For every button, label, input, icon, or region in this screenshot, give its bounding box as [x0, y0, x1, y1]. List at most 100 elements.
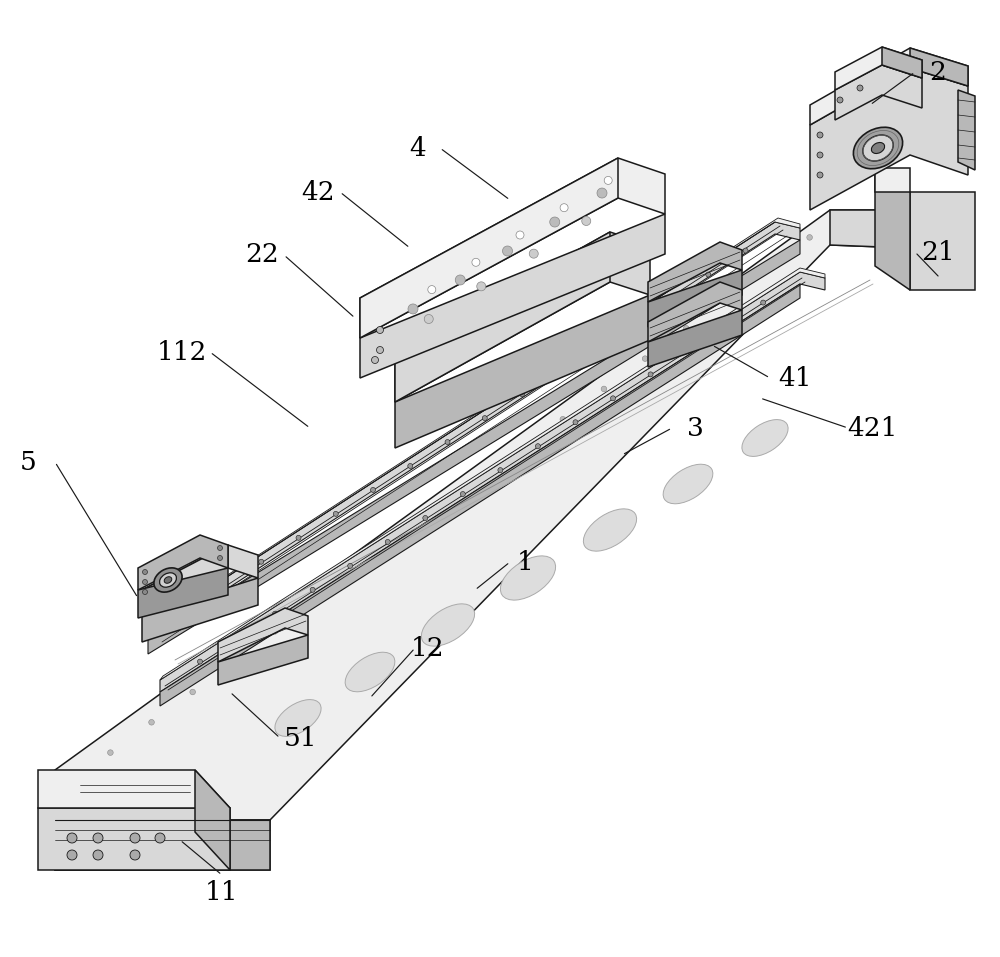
- Circle shape: [273, 612, 278, 616]
- Circle shape: [184, 607, 189, 612]
- Polygon shape: [882, 47, 922, 78]
- Polygon shape: [160, 268, 825, 680]
- Circle shape: [424, 315, 433, 323]
- Polygon shape: [195, 770, 230, 870]
- Circle shape: [259, 559, 264, 565]
- Polygon shape: [648, 310, 742, 367]
- Circle shape: [743, 248, 748, 253]
- Circle shape: [218, 555, 222, 561]
- Circle shape: [428, 285, 436, 294]
- Polygon shape: [360, 214, 665, 378]
- Text: 3: 3: [687, 415, 703, 440]
- Text: 42: 42: [301, 180, 335, 205]
- Circle shape: [149, 720, 154, 725]
- Polygon shape: [395, 295, 650, 448]
- Polygon shape: [148, 218, 800, 628]
- Ellipse shape: [742, 419, 788, 456]
- Circle shape: [376, 346, 384, 353]
- Polygon shape: [835, 47, 922, 90]
- Circle shape: [348, 564, 353, 568]
- Polygon shape: [55, 820, 270, 870]
- Circle shape: [130, 850, 140, 860]
- Ellipse shape: [853, 127, 903, 168]
- Circle shape: [437, 507, 442, 513]
- Text: 5: 5: [20, 450, 36, 475]
- Circle shape: [857, 85, 863, 91]
- Circle shape: [67, 833, 77, 843]
- Text: 41: 41: [778, 366, 812, 390]
- Circle shape: [648, 372, 653, 377]
- Circle shape: [477, 281, 486, 291]
- Circle shape: [560, 204, 568, 211]
- Polygon shape: [395, 232, 650, 402]
- Circle shape: [573, 420, 578, 425]
- Circle shape: [445, 439, 450, 445]
- Ellipse shape: [345, 653, 395, 692]
- Circle shape: [519, 447, 524, 453]
- Circle shape: [472, 258, 480, 266]
- Polygon shape: [958, 90, 975, 170]
- Polygon shape: [38, 808, 230, 870]
- Circle shape: [143, 569, 148, 574]
- Polygon shape: [360, 158, 618, 338]
- Circle shape: [498, 468, 503, 473]
- Circle shape: [766, 265, 771, 271]
- Circle shape: [198, 659, 202, 664]
- Circle shape: [93, 833, 103, 843]
- Ellipse shape: [164, 577, 172, 583]
- Circle shape: [560, 416, 566, 422]
- Circle shape: [143, 580, 148, 585]
- Circle shape: [218, 545, 222, 550]
- Circle shape: [478, 477, 483, 482]
- Circle shape: [222, 583, 227, 589]
- Polygon shape: [160, 272, 825, 692]
- Text: 2: 2: [930, 59, 946, 84]
- Ellipse shape: [160, 573, 176, 588]
- Text: 21: 21: [921, 239, 955, 264]
- Circle shape: [272, 629, 278, 634]
- Circle shape: [231, 658, 237, 664]
- Circle shape: [642, 356, 648, 362]
- Circle shape: [529, 249, 538, 258]
- Circle shape: [376, 326, 384, 333]
- Circle shape: [385, 540, 390, 545]
- Text: 11: 11: [205, 879, 239, 904]
- Text: 12: 12: [411, 635, 445, 660]
- Text: 112: 112: [157, 340, 207, 365]
- Text: 4: 4: [410, 136, 426, 161]
- Polygon shape: [148, 240, 800, 654]
- Circle shape: [761, 300, 766, 305]
- Circle shape: [372, 357, 378, 364]
- Circle shape: [706, 272, 711, 277]
- Circle shape: [817, 152, 823, 158]
- Polygon shape: [142, 578, 258, 642]
- Text: 1: 1: [517, 549, 533, 574]
- Ellipse shape: [275, 700, 321, 736]
- Polygon shape: [810, 68, 968, 210]
- Circle shape: [455, 275, 465, 285]
- Circle shape: [296, 535, 301, 541]
- Circle shape: [130, 833, 140, 843]
- Circle shape: [396, 538, 401, 544]
- Circle shape: [550, 217, 560, 227]
- Circle shape: [108, 749, 113, 755]
- Circle shape: [310, 588, 315, 592]
- Polygon shape: [148, 222, 800, 640]
- Polygon shape: [810, 48, 968, 125]
- Ellipse shape: [863, 135, 893, 161]
- Circle shape: [725, 295, 730, 300]
- Polygon shape: [395, 232, 610, 402]
- Circle shape: [807, 234, 812, 240]
- Ellipse shape: [583, 509, 637, 551]
- Circle shape: [408, 304, 418, 314]
- Circle shape: [594, 344, 599, 348]
- Circle shape: [686, 348, 691, 353]
- Polygon shape: [38, 770, 230, 808]
- Circle shape: [535, 444, 540, 449]
- Ellipse shape: [871, 143, 885, 153]
- Ellipse shape: [500, 556, 556, 600]
- Circle shape: [460, 492, 465, 497]
- Circle shape: [408, 463, 413, 469]
- Ellipse shape: [154, 568, 182, 592]
- Polygon shape: [142, 545, 228, 615]
